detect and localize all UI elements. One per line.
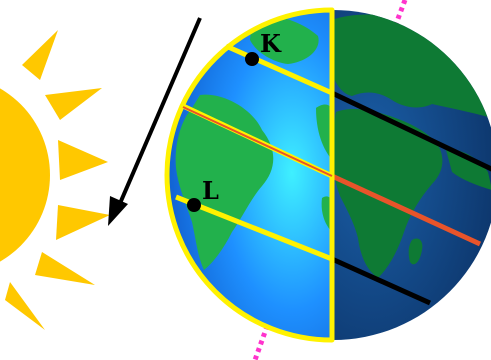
latitude-line-arctic <box>224 43 334 96</box>
equator-line-night <box>330 173 482 247</box>
sunlight-arrow-icon <box>108 17 202 226</box>
point-l: L <box>187 176 219 212</box>
day-side-outline <box>164 7 335 343</box>
point-k: K <box>245 29 282 66</box>
point-l-label: L <box>202 176 219 205</box>
point-k-dot <box>245 52 259 66</box>
latitude-line-south-night <box>330 256 432 306</box>
equator-line-day <box>182 106 333 177</box>
point-k-label: K <box>260 29 282 58</box>
point-l-dot <box>187 198 201 212</box>
sun-icon <box>0 30 110 330</box>
latitude-line-north-night <box>330 90 491 176</box>
latitude-line-south-day <box>175 194 333 262</box>
